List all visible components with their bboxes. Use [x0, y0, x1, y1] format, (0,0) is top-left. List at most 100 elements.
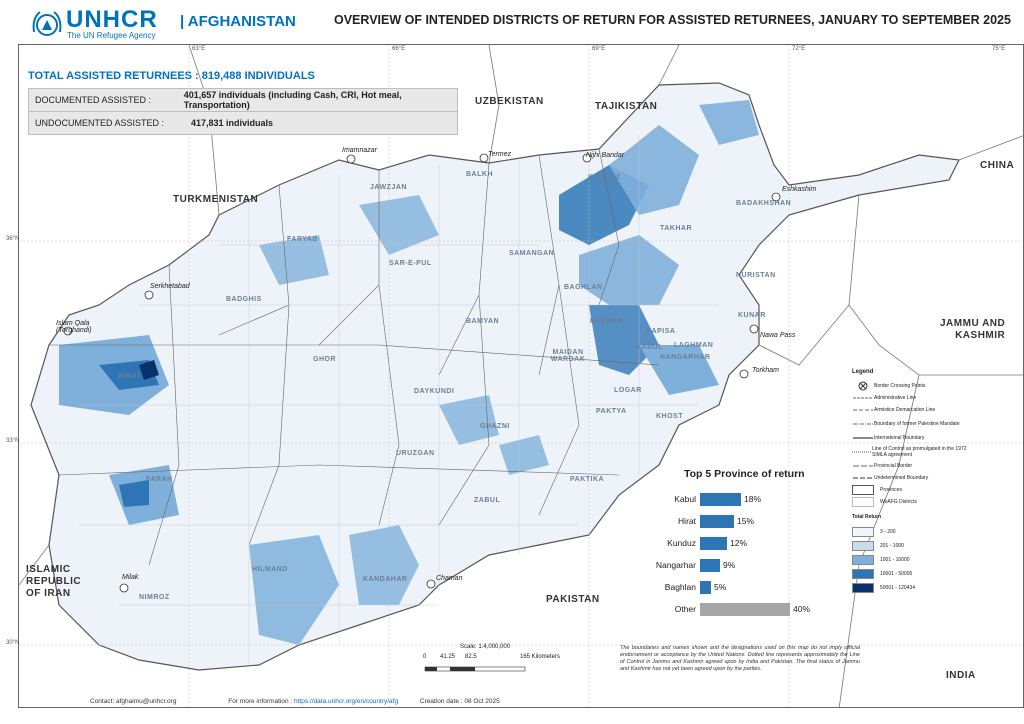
label-uzbekistan: UZBEKISTAN	[475, 96, 544, 107]
legend-class-label: 201 - 1000	[880, 543, 904, 549]
header: UNHCR The UN Refugee Agency | AFGHANISTA…	[0, 0, 1024, 40]
total-returnees: TOTAL ASSISTED RETURNEES : 819,488 INDIV…	[28, 70, 315, 82]
legend-item: WoAFG Districts	[880, 499, 917, 505]
bar-other	[700, 602, 790, 616]
line-icon	[853, 465, 873, 467]
crossing-nijhi-bandar: Nijhi Bandar	[586, 152, 625, 159]
bar-label: Hirat	[678, 516, 696, 526]
province-khost: KHOST	[656, 413, 683, 420]
province-hilmand: HILMAND	[252, 566, 288, 573]
bar-label: Nangarhar	[655, 560, 696, 570]
legend-class-label: 10001 - 50000	[880, 571, 913, 577]
graticule-left-33: 33°N	[6, 438, 20, 444]
crossing-eshkashim: Eshkashim	[782, 186, 817, 193]
scale-bar-graphic	[424, 666, 526, 672]
disclaimer: The boundaries and names shown and the d…	[620, 645, 860, 672]
province-zabul: ZABUL	[474, 497, 501, 504]
legend-row: Border Crossing Points	[852, 380, 982, 392]
top5-row: Kabul 18%	[652, 488, 832, 510]
province-uruzgan: URUZGAN	[396, 450, 435, 457]
legend-item: Armistice Demarcation Line	[874, 407, 936, 413]
bar-kunduz	[700, 536, 727, 550]
bar-label: Kunduz	[667, 538, 696, 548]
bar-label: Baghlan	[664, 582, 696, 592]
graticule-top-63: 63°E	[192, 46, 206, 52]
line-icon	[853, 477, 873, 479]
province-nimroz: NIMROZ	[139, 594, 170, 601]
documented-label: DOCUMENTED ASSISTED :	[35, 95, 152, 105]
bar-label: Kabul	[674, 494, 696, 504]
label-china: CHINA	[980, 160, 1015, 171]
legend-class-row: 10001 - 50000	[852, 567, 982, 581]
legend-title: Legend	[852, 369, 874, 375]
province-paktya: PAKTYA	[596, 408, 627, 415]
legend-item: Provincial Border	[874, 463, 913, 469]
bar-value: 12%	[730, 537, 748, 548]
scale-tick: 165 Kilometers	[520, 654, 561, 660]
undocumented-row: UNDOCUMENTED ASSISTED : 417,831 individu…	[28, 112, 458, 135]
legend-row: Boundary of former Palestine Mandate	[852, 416, 982, 432]
province-badghis: BADGHIS	[226, 296, 262, 303]
line-icon	[852, 451, 872, 453]
bar-value: 18%	[744, 493, 762, 504]
label-iran: ISLAMIC REPUBLIC OF IRAN	[26, 564, 82, 599]
crossing-islam-qala: Islam Qala (Torghandi)	[56, 320, 92, 334]
province-hirat: HIRAT	[118, 373, 142, 380]
legend-row: Provincial Border	[852, 460, 982, 472]
bar-hirat	[700, 514, 734, 528]
province-nangarhar: NANGARHAR	[660, 354, 711, 361]
province-kunduz: KUNDUZ	[588, 174, 621, 181]
bar-value: 15%	[737, 515, 755, 526]
provinces-swatch	[852, 485, 874, 495]
province-ghazni: GHAZNI	[480, 423, 510, 430]
legend-row: International Boundary	[852, 432, 982, 444]
creation-date: Creation date : 08 Oct 2025	[419, 698, 500, 705]
info-link[interactable]: https://data.unhcr.org/en/country/afg	[294, 698, 399, 705]
base-map	[19, 45, 1023, 707]
label-india: INDIA	[946, 670, 976, 681]
province-baghlan: BAGHLAN	[564, 284, 603, 291]
province-kabul: KABUL	[636, 344, 663, 351]
legend-row: Line of Control as promulgated in the 19…	[852, 444, 982, 460]
class-swatch-2	[852, 555, 874, 565]
crossing-torkham: Torkham	[752, 367, 779, 374]
legend-item: International Boundary	[874, 435, 925, 441]
bar-baghlan	[700, 580, 711, 594]
province-paktika: PAKTIKA	[570, 476, 605, 483]
province-farah: FARAH	[146, 476, 173, 483]
scale-tick: 0	[423, 654, 427, 660]
stats-panel: TOTAL ASSISTED RETURNEES : 819,488 INDIV…	[28, 70, 458, 135]
unhcr-logo-icon	[32, 11, 62, 36]
top5-chart: Top 5 Province of return Kabul 18% Hirat…	[652, 468, 832, 620]
line-icon	[853, 423, 873, 425]
province-laghman: LAGHMAN	[674, 342, 714, 349]
province-takhar: TAKHAR	[660, 225, 693, 232]
bar-value: 5%	[714, 581, 727, 592]
top5-title: Top 5 Province of return	[684, 468, 805, 480]
footer: Contact: afghaimu@unhcr.org For more inf…	[90, 698, 500, 705]
class-swatch-0	[852, 527, 874, 537]
province-logar: LOGAR	[614, 387, 642, 394]
graticule-left-36: 36°N	[6, 236, 20, 242]
crossing-milak: Milak	[122, 574, 139, 581]
undocumented-value: 417,831 individuals	[191, 118, 274, 128]
class-swatch-3	[852, 569, 874, 579]
legend-class-label: 50001 - 120434	[880, 585, 916, 591]
brand-name: UNHCR	[66, 6, 158, 33]
legend-class-label: 1001 - 10000	[880, 557, 910, 563]
province-faryab: FARYAB	[287, 236, 318, 243]
province-parwan: PARWAN	[590, 318, 624, 325]
crossing-serkhetabad: Serkhetabad	[150, 283, 190, 290]
map-frame[interactable]	[18, 44, 1024, 708]
legend-item: Undetermined Boundary	[874, 475, 929, 481]
label-pakistan: PAKISTAN	[546, 594, 600, 605]
graticule-top-69: 69°E	[592, 46, 606, 52]
line-icon	[853, 437, 873, 439]
class-swatch-4	[852, 583, 874, 593]
undocumented-label: UNDOCUMENTED ASSISTED :	[35, 118, 165, 128]
crossing-imamnazar: Imamnazar	[342, 147, 378, 154]
brand-subtitle: The UN Refugee Agency	[67, 31, 156, 40]
line-icon	[853, 409, 873, 411]
total-return-title: Total Return	[852, 514, 882, 520]
scale-bar: Scale: 1:4,000,000 0 41.25 82.5 165 Kilo…	[420, 644, 560, 672]
